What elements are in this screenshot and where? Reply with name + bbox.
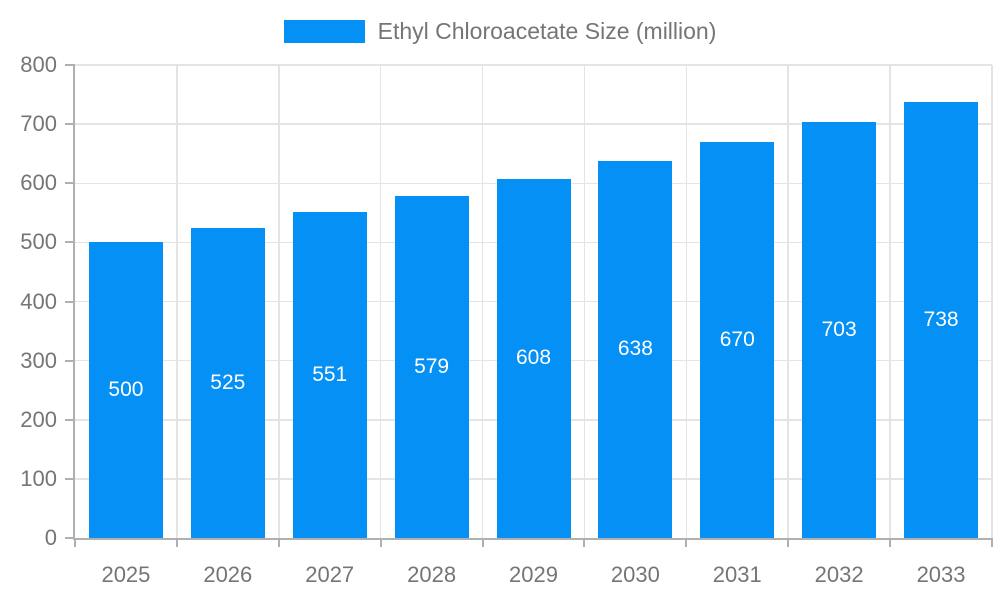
h-gridline — [75, 123, 992, 125]
bar-value-label: 500 — [108, 378, 144, 402]
y-axis-tick-label: 300 — [20, 347, 57, 373]
y-axis-tick — [65, 418, 75, 421]
v-gridline — [787, 65, 789, 538]
bar-value-label: 638 — [617, 337, 653, 361]
v-gridline — [379, 65, 382, 538]
bar-value-label: 738 — [923, 307, 959, 331]
x-axis-tick — [379, 538, 382, 547]
x-axis-tick-label: 2030 — [610, 562, 660, 587]
y-axis-tick-label: 800 — [20, 52, 57, 77]
v-gridline — [991, 65, 993, 538]
v-gridline — [176, 65, 178, 538]
legend: Ethyl Chloroacetate Size (million) — [0, 18, 1000, 44]
y-axis-tick-label: 400 — [20, 288, 57, 314]
y-axis-tick — [65, 123, 75, 126]
x-axis-tick — [583, 538, 586, 547]
bar[interactable] — [598, 160, 673, 538]
y-axis-tick-label: 200 — [20, 406, 57, 432]
bar-value-label: 579 — [414, 354, 450, 378]
y-axis-line — [73, 65, 75, 540]
v-gridline — [278, 65, 280, 538]
x-axis-tick-label: 2031 — [712, 562, 762, 587]
x-axis-tick — [787, 538, 790, 547]
v-gridline — [889, 65, 891, 538]
y-axis-tick — [65, 64, 75, 66]
x-axis-tick — [74, 538, 76, 547]
bar[interactable] — [700, 141, 775, 538]
x-axis-tick — [481, 538, 484, 547]
bar[interactable] — [394, 195, 469, 538]
x-axis-tick-label: 2032 — [814, 562, 864, 587]
bar-value-label: 525 — [210, 370, 246, 394]
y-axis-tick — [65, 537, 75, 539]
legend-label: Ethyl Chloroacetate Size (million) — [377, 18, 717, 44]
x-axis-line — [75, 538, 992, 540]
x-axis-tick — [889, 538, 892, 547]
y-axis-tick-label: 500 — [20, 229, 57, 255]
bar[interactable] — [904, 101, 979, 538]
y-axis-tick — [65, 477, 75, 480]
h-gridline — [75, 64, 992, 66]
y-axis-tick-label: 700 — [20, 111, 57, 137]
bar-value-label: 608 — [515, 346, 552, 370]
y-axis-tick-label: 100 — [20, 465, 57, 491]
x-axis-tick-label: 2026 — [203, 562, 253, 587]
bar[interactable] — [802, 122, 877, 538]
x-axis-tick — [175, 538, 178, 547]
bar[interactable] — [292, 212, 367, 538]
x-axis-tick — [277, 538, 280, 547]
x-axis-tick-label: 2027 — [305, 562, 355, 587]
x-axis-tick-label: 2025 — [101, 562, 151, 587]
x-axis-tick — [991, 538, 993, 547]
y-axis-tick-label: 0 — [44, 525, 57, 550]
bar[interactable] — [88, 242, 163, 538]
y-axis-tick — [65, 182, 75, 185]
x-axis-tick-label: 2029 — [509, 562, 558, 587]
x-axis-tick — [685, 538, 688, 547]
bar[interactable] — [190, 227, 265, 538]
v-gridline — [685, 65, 688, 538]
y-axis-tick — [65, 241, 75, 244]
bar-value-label: 670 — [719, 327, 755, 351]
y-axis-tick-label: 600 — [20, 170, 57, 196]
bar-value-label: 703 — [821, 318, 857, 342]
bar-value-label: 551 — [312, 363, 348, 387]
bar[interactable] — [496, 178, 571, 538]
legend-item[interactable]: Ethyl Chloroacetate Size (million) — [283, 18, 717, 44]
v-gridline — [583, 65, 586, 538]
x-axis-tick-label: 2033 — [916, 562, 966, 587]
x-axis-tick-label: 2028 — [407, 562, 457, 587]
v-gridline — [481, 65, 484, 538]
legend-swatch — [283, 19, 365, 43]
y-axis-tick — [65, 359, 75, 362]
y-axis-tick — [65, 300, 75, 303]
